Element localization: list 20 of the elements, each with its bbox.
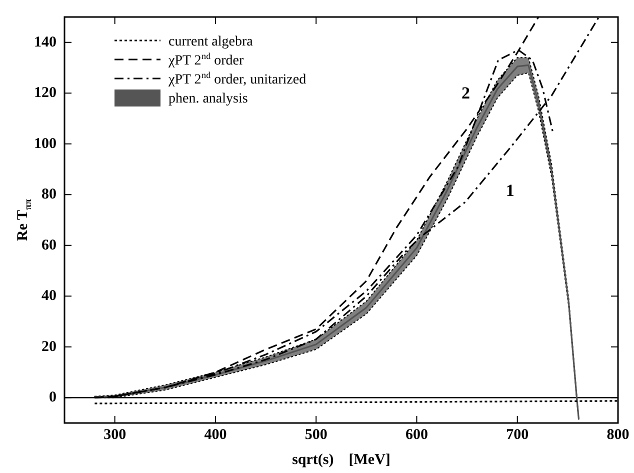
y-tick-label: 20 (42, 338, 56, 355)
y-tick-label: 120 (34, 85, 56, 101)
x-tick-label: 600 (405, 426, 428, 443)
y-axis-title: Re Tππ (15, 198, 34, 241)
x-tick-label: 400 (204, 426, 227, 443)
y-tick-label: 140 (34, 34, 56, 50)
y-tick-label: 100 (34, 136, 56, 152)
x-axis-title: sqrt(s) [MeV] (292, 452, 390, 468)
annotation: 1 (506, 180, 514, 200)
y-tick-label: 80 (42, 186, 56, 202)
y-tick-label: 40 (42, 288, 56, 304)
x-tick-label: 500 (304, 426, 328, 443)
y-tick-label: 0 (49, 390, 56, 406)
legend-label: phen. analysis (168, 92, 248, 106)
legend-label: current algebra (168, 34, 254, 50)
x-tick-label: 800 (606, 426, 630, 443)
x-tick-label: 700 (506, 426, 529, 443)
x-tick-label: 300 (104, 426, 126, 443)
y-tick-label: 60 (42, 237, 56, 254)
annotation: 2 (462, 84, 470, 103)
